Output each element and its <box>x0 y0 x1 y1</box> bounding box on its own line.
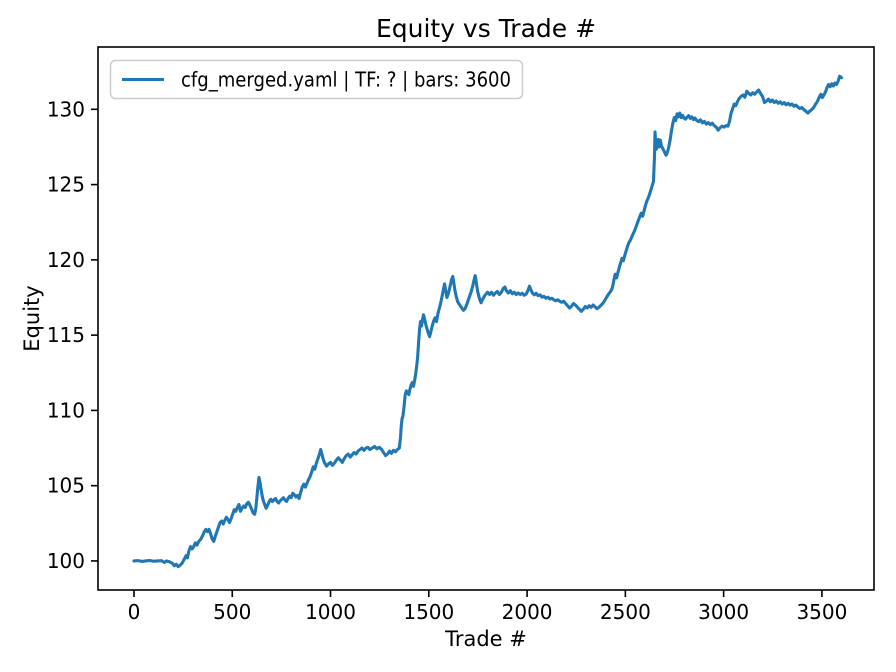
y-tick-label: 125 <box>47 173 85 197</box>
axes-spines <box>97 46 875 591</box>
x-tick-label: 1500 <box>403 600 454 624</box>
y-tick-label: 115 <box>47 323 85 347</box>
legend: cfg_merged.yaml | TF: ? | bars: 3600 <box>109 59 524 100</box>
y-tick-label: 100 <box>47 549 85 573</box>
x-tick-label: 0 <box>128 600 141 624</box>
x-tick-label: 500 <box>213 600 251 624</box>
y-axis-ticks: 100 105 110 115 120 125 130 <box>47 97 98 573</box>
plot-area <box>132 74 844 569</box>
legend-label: cfg_merged.yaml | TF: ? | bars: 3600 <box>181 68 511 92</box>
x-tick-label: 2000 <box>502 600 553 624</box>
legend-box <box>109 59 524 100</box>
x-axis-label: Trade # <box>444 627 527 651</box>
y-tick-label: 130 <box>47 97 85 121</box>
x-tick-label: 2500 <box>600 600 651 624</box>
y-tick-label: 105 <box>47 474 85 498</box>
chart-title: Equity vs Trade # <box>376 14 596 43</box>
x-tick-label: 1000 <box>305 600 356 624</box>
equity-line-series <box>132 74 844 569</box>
y-axis-label: Equity <box>20 285 44 351</box>
y-tick-label: 120 <box>47 248 85 272</box>
x-tick-label: 3000 <box>698 600 749 624</box>
x-axis-ticks: 0 500 1000 1500 2000 2500 3000 3500 <box>128 590 847 624</box>
y-tick-label: 110 <box>47 398 85 422</box>
x-tick-label: 3500 <box>796 600 847 624</box>
